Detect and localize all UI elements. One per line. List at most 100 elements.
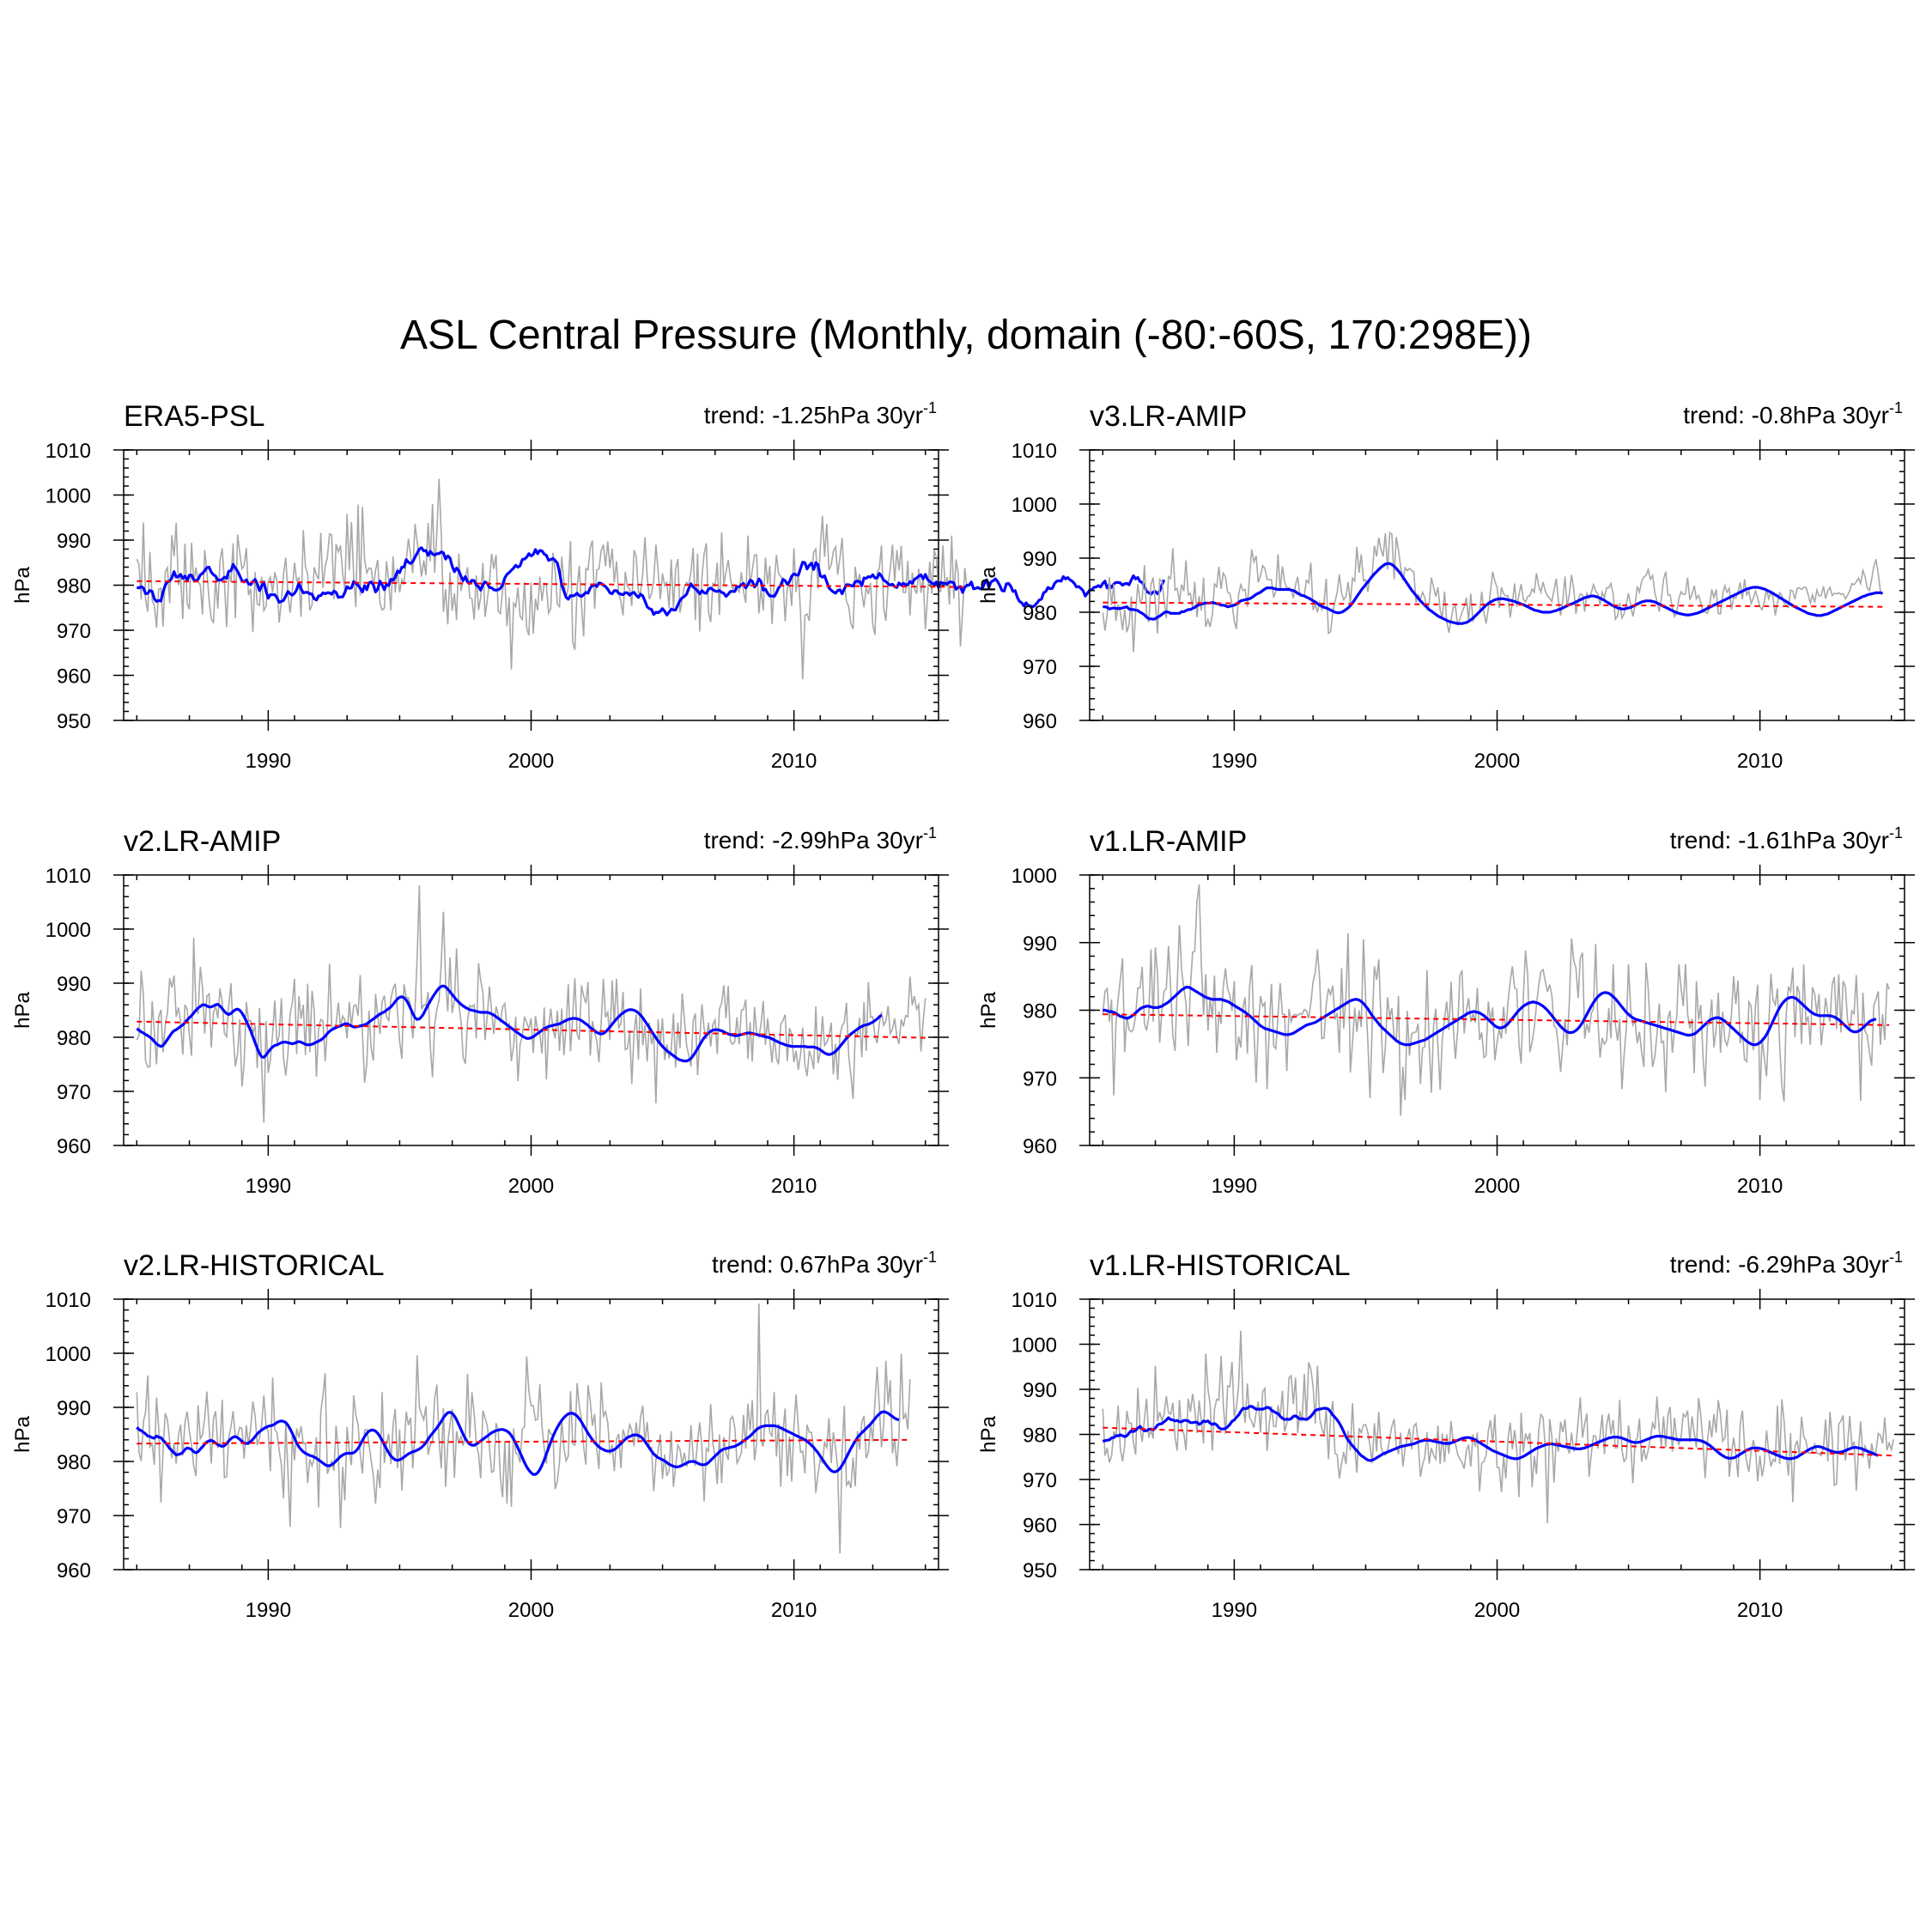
y-tick-label: 1000 <box>46 1343 91 1366</box>
y-tick-label: 980 <box>1023 1000 1057 1024</box>
y-axis-label: hPa <box>11 1415 34 1452</box>
y-tick-label: 960 <box>57 1135 91 1158</box>
x-tick-label: 2000 <box>1474 1599 1520 1622</box>
smoothed-series-line <box>1103 562 1883 625</box>
x-tick-label: 2010 <box>771 1175 817 1198</box>
trend-label-text: trend: -1.25hPa 30yr <box>704 402 923 428</box>
plot-frame <box>1089 874 1905 1146</box>
trend-label-text: trend: -2.99hPa 30yr <box>704 827 923 854</box>
trend-label-superscript: -1 <box>1889 1249 1903 1266</box>
x-tick-label: 1990 <box>1212 1175 1257 1198</box>
y-tick-label: 990 <box>1023 933 1057 956</box>
y-tick-label: 960 <box>1023 1515 1057 1538</box>
trend-label-superscript: -1 <box>1889 824 1903 841</box>
x-tick-label: 1990 <box>246 750 291 773</box>
y-tick-label: 990 <box>57 1397 91 1420</box>
y-axis-label: hPa <box>11 991 34 1028</box>
x-tick-label: 2000 <box>508 1599 554 1622</box>
x-tick-label: 1990 <box>246 1599 291 1622</box>
panel: v2.LR-HISTORICAL trend: 0.67hPa 30yr-1 hPa… <box>11 1249 949 1622</box>
panel: v1.LR-AMIP trend: -1.61hPa 30yr-1 hPa 960 97… <box>977 824 1915 1198</box>
trend-label-superscript: -1 <box>923 1249 937 1266</box>
monthly-series-line <box>136 884 927 1123</box>
trend-series-line <box>1103 601 1883 608</box>
y-tick-label: 1010 <box>46 440 91 463</box>
y-tick-label: 990 <box>1023 1379 1057 1402</box>
trend-series-line <box>1103 1013 1890 1026</box>
panels: ERA5-PSL trend: -1.25hPa 30yr-1hPa9509609… <box>11 399 1915 1622</box>
trend-label: trend: -1.25hPa 30yr-1 <box>704 399 937 428</box>
plot-frame <box>1089 1298 1905 1571</box>
y-tick-label: 1000 <box>1012 494 1057 517</box>
y-tick-label: 990 <box>1023 548 1057 571</box>
panel-title: v2.LR-AMIP <box>124 825 281 858</box>
y-axis-label: hPa <box>977 991 1000 1028</box>
y-tick-label: 980 <box>1023 1425 1057 1448</box>
panel-title: v3.LR-AMIP <box>1090 400 1247 433</box>
plot-frame <box>1089 449 1905 721</box>
trend-label-superscript: -1 <box>1889 399 1903 416</box>
x-tick-label: 2000 <box>1474 1175 1520 1198</box>
y-tick-label: 970 <box>1023 1067 1057 1091</box>
smoothed-series-line <box>136 1410 900 1476</box>
monthly-series-line <box>136 1303 911 1554</box>
y-tick-label: 1010 <box>1012 440 1057 463</box>
y-axis-label: hPa <box>11 566 34 603</box>
y-tick-label: 980 <box>1023 602 1057 625</box>
smoothed-series-line <box>1102 1405 1880 1462</box>
trend-label: trend: -0.8hPa 30yr-1 <box>1683 399 1903 428</box>
trend-label: trend: -1.61hPa 30yr-1 <box>1670 824 1903 854</box>
y-tick-label: 970 <box>1023 1469 1057 1492</box>
y-tick-label: 980 <box>57 575 91 598</box>
y-tick-label: 970 <box>57 620 91 643</box>
y-tick-label: 960 <box>1023 710 1057 733</box>
x-tick-label: 1990 <box>1212 750 1257 773</box>
plot-frame <box>123 1298 939 1571</box>
monthly-series-line <box>136 478 968 680</box>
smoothed-series-line <box>136 984 883 1063</box>
x-tick-label: 2000 <box>1474 750 1520 773</box>
panel-title: v1.LR-AMIP <box>1090 825 1247 858</box>
x-tick-label: 2000 <box>508 750 554 773</box>
panel-title: v1.LR-HISTORICAL <box>1090 1249 1351 1282</box>
plot-frame <box>123 874 939 1146</box>
x-tick-label: 2010 <box>771 1599 817 1622</box>
y-tick-label: 970 <box>57 1081 91 1104</box>
y-tick-label: 1010 <box>46 1289 91 1312</box>
smoothed-series-line <box>136 546 1166 617</box>
y-tick-label: 960 <box>1023 1135 1057 1158</box>
y-tick-label: 970 <box>1023 656 1057 679</box>
x-tick-label: 1990 <box>1212 1599 1257 1622</box>
monthly-series-line <box>1102 531 1884 653</box>
x-tick-label: 1990 <box>246 1175 291 1198</box>
trend-label: trend: -6.29hPa 30yr-1 <box>1670 1249 1903 1278</box>
y-tick-label: 1000 <box>1012 1334 1057 1358</box>
trend-label-text: trend: -1.61hPa 30yr <box>1670 827 1889 854</box>
trend-label-superscript: -1 <box>923 824 937 841</box>
y-tick-label: 980 <box>57 1451 91 1474</box>
panel: v2.LR-AMIP trend: -2.99hPa 30yr-1 hPa 960 97… <box>11 824 949 1198</box>
y-tick-label: 1000 <box>1012 865 1057 888</box>
y-tick-label: 950 <box>1023 1559 1057 1583</box>
trend-label-superscript: -1 <box>923 399 937 416</box>
y-tick-label: 1000 <box>46 919 91 942</box>
y-axis-label: hPa <box>977 1415 1000 1452</box>
y-tick-label: 990 <box>57 973 91 996</box>
trend-label: trend: 0.67hPa 30yr-1 <box>712 1249 937 1278</box>
panel: v1.LR-HISTORICAL trend: -6.29hPa 30yr-1 hP… <box>977 1249 1915 1622</box>
x-tick-label: 2000 <box>508 1175 554 1198</box>
trend-series-line <box>137 580 968 588</box>
plot-frame <box>123 449 939 721</box>
y-tick-label: 960 <box>57 665 91 689</box>
y-tick-label: 970 <box>57 1505 91 1528</box>
trend-label-text: trend: 0.67hPa 30yr <box>712 1251 923 1278</box>
y-tick-label: 960 <box>57 1559 91 1583</box>
panel-title: ERA5-PSL <box>124 400 264 433</box>
panel: v3.LR-AMIP trend: -0.8hPa 30yr-1 hPa 960 970… <box>977 399 1915 773</box>
smoothed-series-line <box>1103 986 1877 1047</box>
trend-label: trend: -2.99hPa 30yr-1 <box>704 824 937 854</box>
y-tick-label: 1010 <box>46 865 91 888</box>
y-tick-label: 1010 <box>1012 1289 1057 1312</box>
monthly-series-line <box>1102 1330 1894 1523</box>
